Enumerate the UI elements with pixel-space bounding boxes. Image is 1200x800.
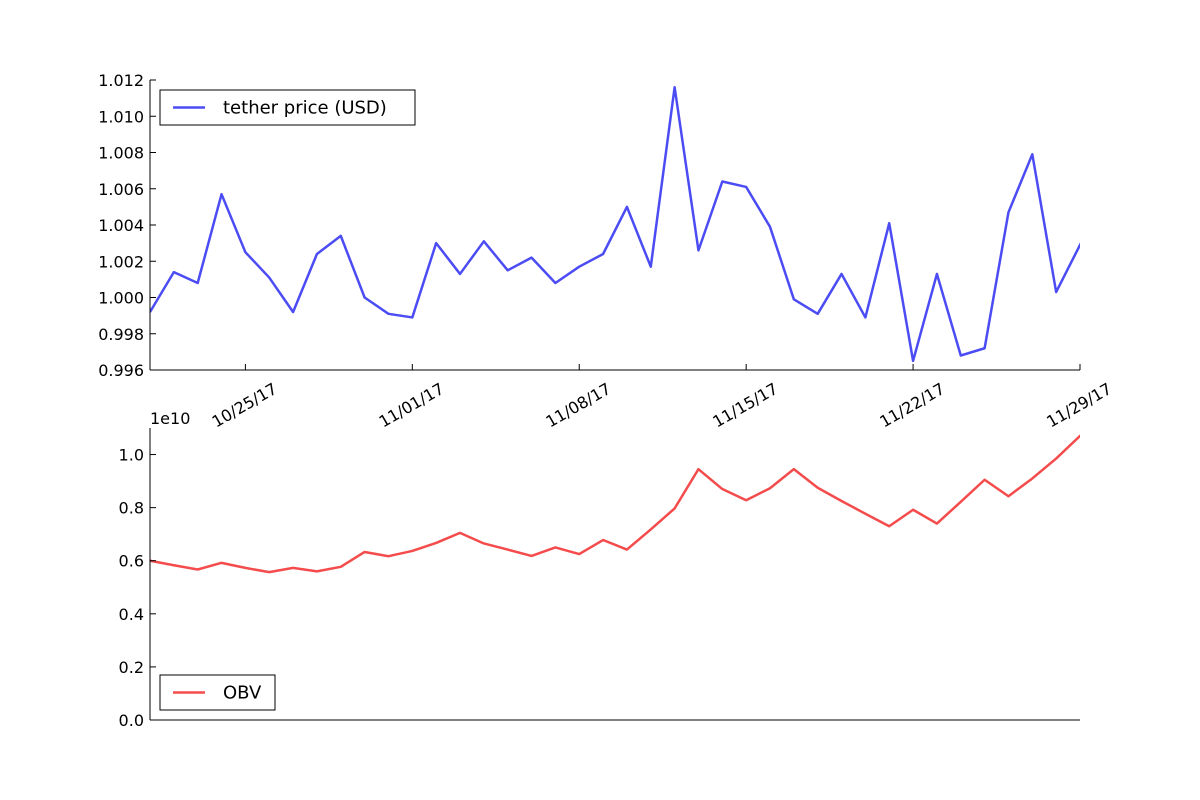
obv-panel: 0.0 0.2 0.4 0.6 0.8 1.0 1e10 OBV [119,409,1080,730]
price-ytick-label: 1.010 [98,107,144,126]
price-xtick-label: 11/15/17 [709,379,781,431]
obv-y-offset-label: 1e10 [150,409,190,428]
price-ytick-label: 1.000 [98,289,144,308]
obv-series-line-0 [150,434,1080,574]
price-panel: 0.996 0.998 1.000 1.002 1.004 1.006 1.008 1.010… [98,71,1115,431]
obv-ytick-label: 0.8 [119,499,144,518]
obv-ytick-label: 0.2 [119,658,144,677]
price-ytick-label: 0.998 [98,325,144,344]
price-ytick-label: 1.002 [98,252,144,271]
price-legend-label: tether price (USD) [223,98,387,119]
obv-ytick-label: 0.0 [119,711,144,730]
price-ytick-label: 1.008 [98,144,144,163]
obv-ytick-label: 1.0 [119,446,144,465]
price-ytick-label: 1.004 [98,216,144,235]
price-ytick-label: 0.996 [98,361,144,380]
price-xtick-label: 11/29/17 [1043,379,1115,431]
price-xtick-label: 11/01/17 [376,379,448,431]
price-xtick-label: 11/08/17 [542,379,614,431]
obv-ytick-label: 0.6 [119,552,144,571]
price-xtick-label: 11/22/17 [876,379,948,431]
price-xtick-label: 10/25/17 [209,379,281,431]
price-series-line-0 [150,86,1080,363]
obv-legend-label: OBV [223,683,262,704]
price-ytick-label: 1.006 [98,180,144,199]
price-ytick-label: 1.012 [98,71,144,90]
obv-ytick-label: 0.4 [119,605,144,624]
